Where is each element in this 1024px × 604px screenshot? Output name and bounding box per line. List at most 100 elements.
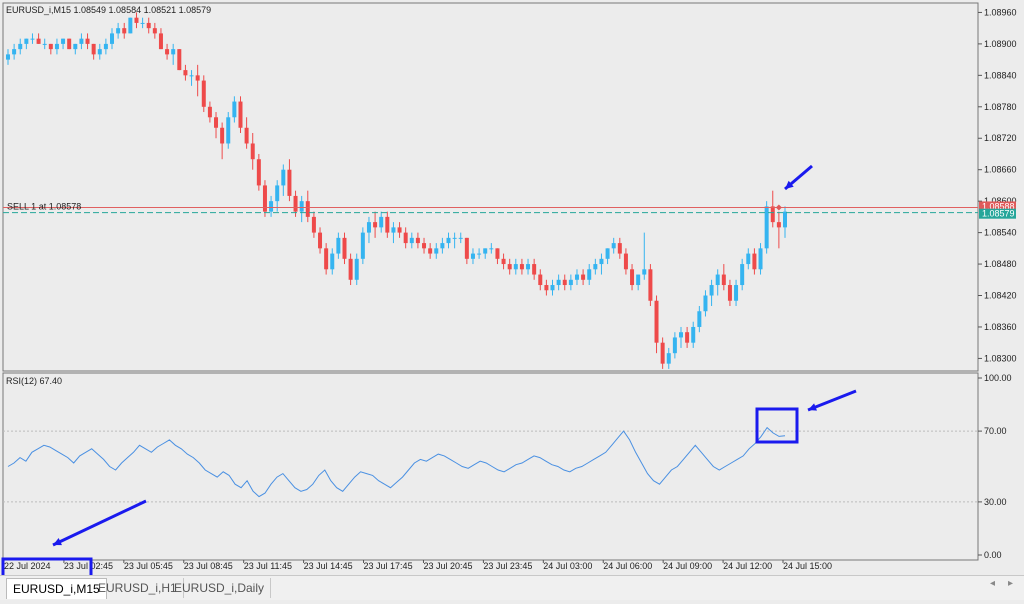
candle-body — [752, 253, 757, 270]
tab-eurusd-m15[interactable]: EURUSD_i,M15 — [6, 578, 107, 599]
candle-body — [171, 49, 176, 55]
candle-body — [617, 243, 622, 254]
candle-body — [593, 264, 598, 270]
candle-body — [776, 222, 781, 228]
candle-body — [715, 274, 720, 286]
tab-eurusd-daily[interactable]: EURUSD_i,Daily — [168, 578, 272, 598]
candle-body — [477, 253, 482, 255]
candle-body — [54, 43, 59, 50]
candle-body — [152, 28, 157, 34]
candle-body — [721, 274, 726, 286]
candle-body — [12, 49, 17, 55]
scroll-right-icon[interactable]: ▸ — [1008, 578, 1014, 589]
candle-body — [697, 311, 702, 327]
candle-body — [648, 269, 653, 301]
candle-body — [122, 28, 127, 34]
candle-body — [177, 49, 182, 71]
candle-body — [740, 264, 745, 286]
candle-body — [256, 159, 261, 186]
candle-body — [642, 269, 647, 275]
price-axis-label: 1.08900 — [984, 39, 1017, 49]
candle-body — [770, 206, 775, 223]
candle-body — [660, 342, 665, 364]
candle-body — [391, 227, 396, 233]
annotation-box-tab — [1, 557, 93, 575]
candle-body — [189, 75, 194, 77]
scroll-left-icon[interactable]: ◂ — [990, 578, 996, 589]
rsi-axis-label: 70.00 — [984, 426, 1007, 436]
candle-body — [385, 216, 390, 233]
price-tag-teal-label: 1.08579 — [982, 209, 1015, 219]
price-axis-label: 1.08840 — [984, 70, 1017, 80]
candle-body — [214, 117, 219, 128]
candle-body — [85, 38, 90, 44]
candle-body — [532, 264, 537, 275]
candle-body — [342, 237, 347, 259]
candle-body — [495, 248, 500, 259]
candle-body — [305, 201, 310, 217]
candle-body — [574, 274, 579, 280]
rsi-axis-label: 30.00 — [984, 497, 1007, 507]
time-axis-label: 24 Jul 03:00 — [543, 561, 592, 571]
candle-body — [727, 285, 732, 301]
candle-body — [526, 264, 531, 270]
price-axis-label: 1.08360 — [984, 322, 1017, 332]
annotation-arrow-tab-head — [53, 537, 62, 546]
price-tag-red — [979, 201, 1016, 212]
candle-body — [605, 248, 610, 259]
rsi-pane — [2, 372, 979, 561]
candle-body — [67, 38, 72, 50]
candle-body — [110, 33, 115, 44]
candle-body — [513, 264, 518, 270]
tab-eurusd-h1[interactable]: EURUSD_i,H1 — [92, 578, 184, 598]
price-axis-label: 1.08300 — [984, 353, 1017, 363]
candle-body — [195, 75, 200, 81]
candle-body — [128, 17, 133, 34]
candle-body — [311, 216, 316, 233]
candle-body — [599, 258, 604, 265]
annotation-arrow-price-head — [785, 180, 794, 189]
candle-body — [201, 80, 206, 107]
time-axis-label: 24 Jul 09:00 — [663, 561, 712, 571]
time-axis-label: 23 Jul 05:45 — [124, 561, 173, 571]
candle-body — [446, 237, 451, 244]
candle-body — [324, 248, 329, 270]
candle-body — [611, 243, 616, 249]
time-axis-label: 23 Jul 11:45 — [244, 561, 292, 571]
candle-body — [672, 337, 677, 354]
price-axis-label: 1.08780 — [984, 102, 1017, 112]
candle-body — [746, 253, 751, 265]
candle-body — [158, 33, 163, 50]
candle-body — [452, 237, 457, 239]
candle-body — [501, 258, 506, 265]
candle-body — [379, 216, 384, 228]
chart-area[interactable]: 1.08960 1.08900 1.08840 1.08780 1.08720 1.086… — [0, 0, 1024, 575]
price-axis-label: 1.08420 — [984, 291, 1017, 301]
main-chart-pane — [2, 2, 979, 372]
candle-body — [103, 43, 108, 50]
trade-marker-icon — [775, 204, 782, 211]
candle-body — [207, 106, 212, 118]
candle-body — [666, 353, 671, 364]
candle-body — [281, 169, 286, 186]
candle-body — [146, 22, 151, 29]
candle-body — [556, 279, 561, 286]
candle-body — [758, 248, 763, 270]
candle-body — [587, 269, 592, 280]
candle-body — [269, 201, 274, 212]
candle-body — [330, 253, 335, 270]
candle-body — [238, 101, 243, 128]
candle-body — [183, 70, 188, 76]
candle-body — [581, 274, 586, 280]
candle-body — [220, 127, 225, 144]
candle-body — [691, 326, 696, 343]
candle-body — [440, 243, 445, 249]
candle-body — [97, 49, 102, 55]
time-axis-label: 24 Jul 06:00 — [603, 561, 652, 571]
time-axis-label: 23 Jul 08:45 — [184, 561, 233, 571]
candle-body — [30, 38, 35, 40]
time-axis-label: 22 Jul 2024 — [4, 561, 51, 571]
candle-body — [24, 38, 29, 44]
candle-body — [42, 43, 47, 45]
candle-body — [6, 54, 10, 60]
